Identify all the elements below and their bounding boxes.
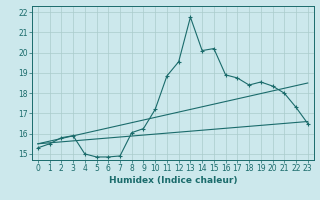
X-axis label: Humidex (Indice chaleur): Humidex (Indice chaleur): [108, 176, 237, 185]
